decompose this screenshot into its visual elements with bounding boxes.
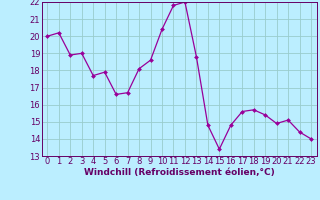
X-axis label: Windchill (Refroidissement éolien,°C): Windchill (Refroidissement éolien,°C) (84, 168, 275, 177)
